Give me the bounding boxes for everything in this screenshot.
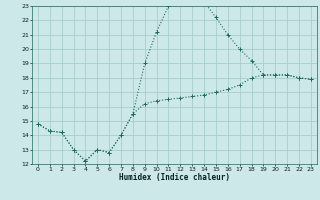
X-axis label: Humidex (Indice chaleur): Humidex (Indice chaleur) (119, 173, 230, 182)
